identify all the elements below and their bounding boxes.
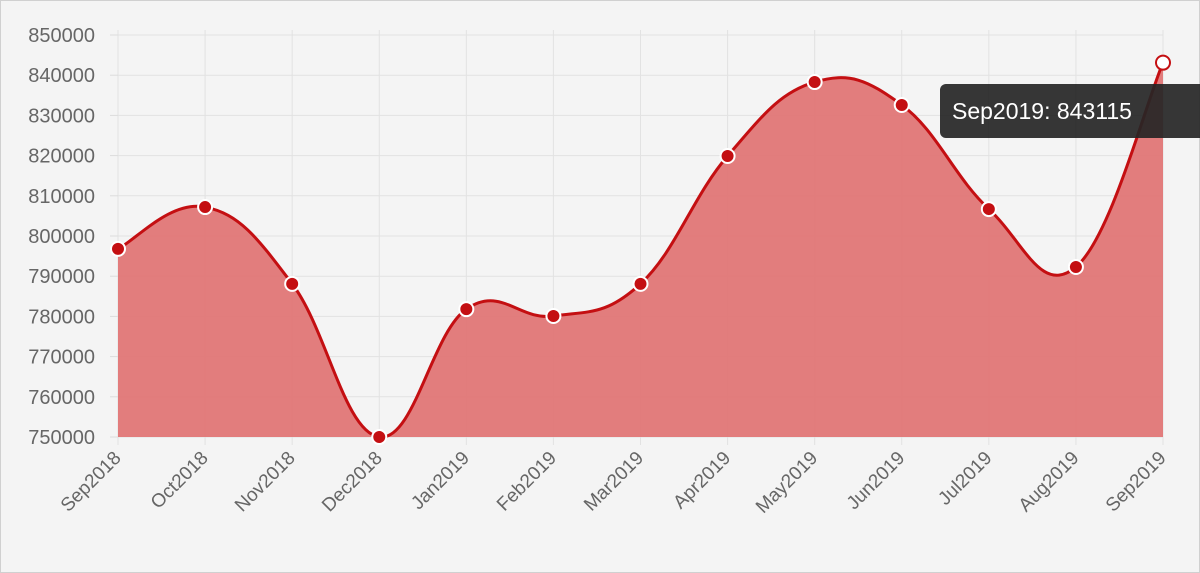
y-tick-label: 840000 — [28, 65, 95, 87]
y-tick-label: 760000 — [28, 387, 95, 409]
point — [371, 429, 388, 445]
point — [545, 307, 562, 324]
point — [980, 201, 997, 218]
y-tick-label: 790000 — [28, 266, 95, 288]
y-tick-label: 780000 — [28, 306, 95, 328]
point — [893, 96, 910, 113]
point — [806, 74, 823, 91]
y-tick-label: 770000 — [28, 347, 95, 369]
y-tick-label: 750000 — [28, 427, 95, 449]
area-fill — [118, 62, 1163, 438]
point — [719, 148, 736, 165]
point — [632, 275, 649, 292]
point — [284, 275, 301, 292]
point — [1155, 54, 1171, 71]
point — [110, 240, 126, 257]
y-tick-label: 800000 — [28, 226, 95, 248]
point — [458, 301, 475, 318]
point — [197, 199, 214, 216]
tooltip-box — [940, 84, 1200, 138]
y-tick-label: 830000 — [28, 105, 95, 127]
y-tick-label: 820000 — [28, 146, 95, 168]
y-tick-label: 850000 — [28, 25, 95, 47]
y-tick-label: 810000 — [28, 186, 95, 208]
point — [1067, 258, 1084, 275]
tooltip-text: Sep2019: 843115 — [952, 98, 1132, 124]
